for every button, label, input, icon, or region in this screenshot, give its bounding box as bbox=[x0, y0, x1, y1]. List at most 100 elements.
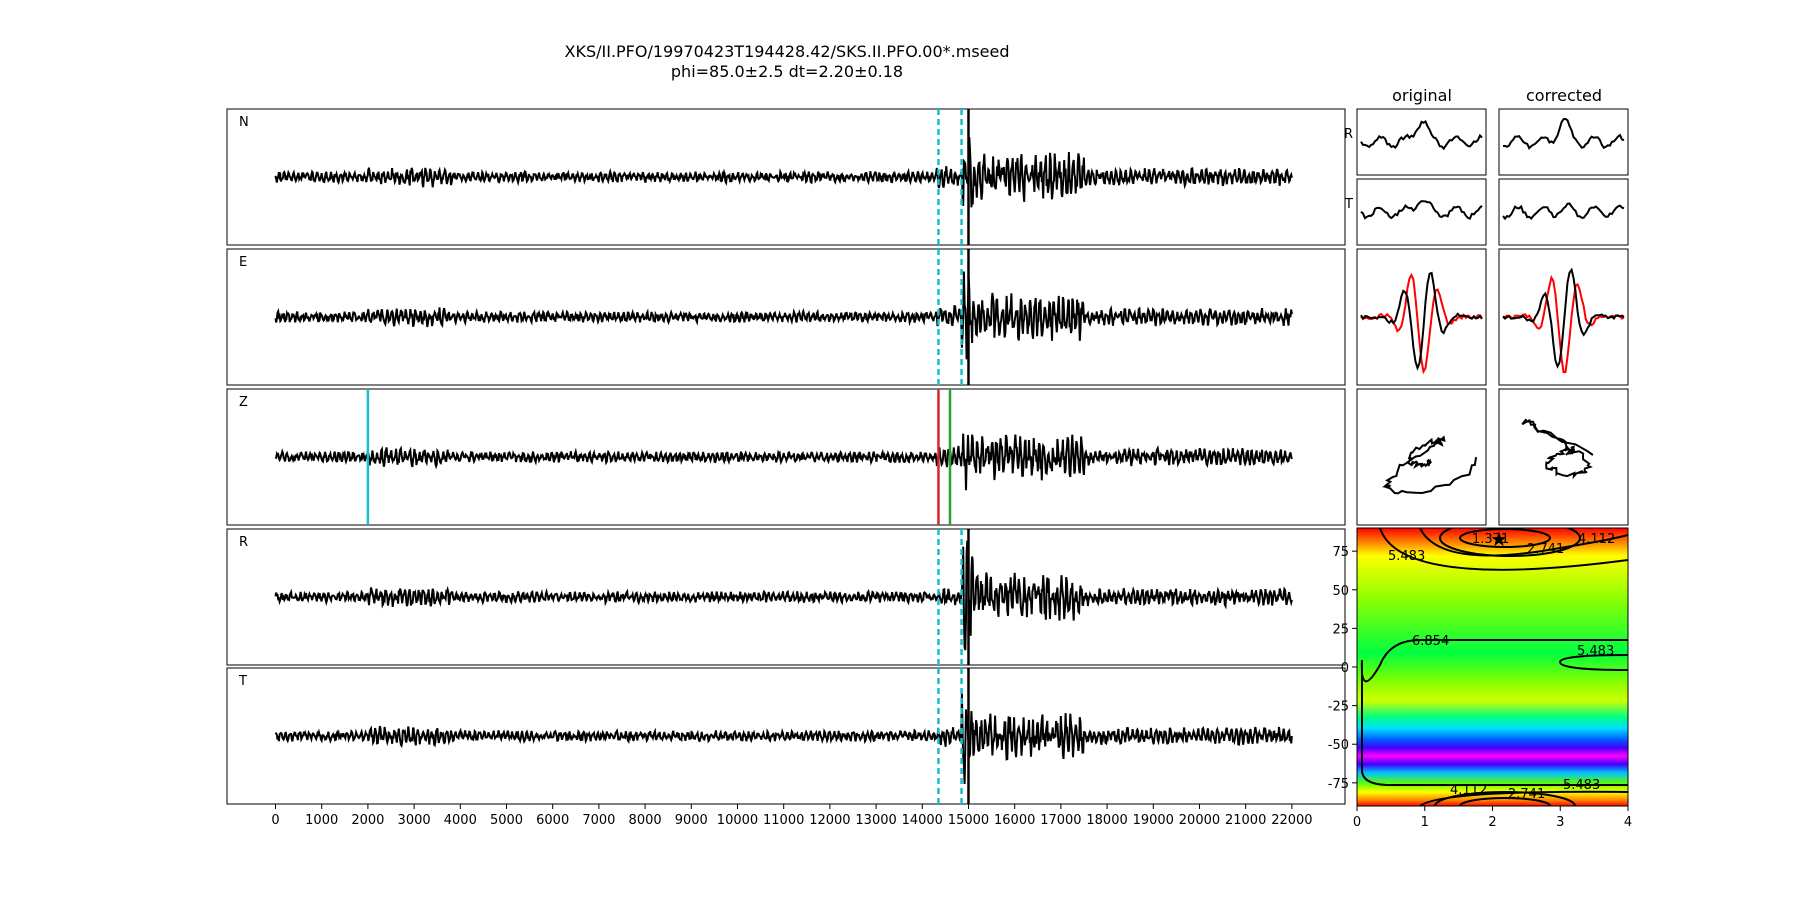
panel-label-t: T bbox=[238, 674, 247, 689]
x-tick-label: 11000 bbox=[763, 813, 804, 828]
x-tick-label: 4000 bbox=[444, 813, 477, 828]
particle-motion-path bbox=[1521, 418, 1594, 480]
surface-y-tick-label: -50 bbox=[1328, 738, 1349, 753]
contour-line bbox=[1379, 528, 1628, 571]
contour-label: 4.112 bbox=[1578, 532, 1615, 547]
x-tick-label: 22000 bbox=[1271, 813, 1312, 828]
x-tick-label: 10000 bbox=[717, 813, 758, 828]
panel-label-z: Z bbox=[239, 395, 248, 410]
x-tick-label: 1000 bbox=[305, 813, 338, 828]
seismogram-panels: N E Z R T bbox=[226, 108, 1346, 805]
x-tick-label: 7000 bbox=[582, 813, 615, 828]
surface-y-tick-label: 50 bbox=[1332, 584, 1349, 599]
seismogram-panel-z: Z bbox=[226, 388, 1346, 526]
particle-motion-cell-0-0 bbox=[1356, 108, 1487, 176]
row-label-t: T bbox=[1344, 197, 1353, 212]
surface-x-tick-label: 4 bbox=[1624, 815, 1632, 830]
seismogram-panel-n: N bbox=[226, 108, 1346, 246]
cell-frame bbox=[1356, 178, 1487, 246]
contour-label: 2.741 bbox=[1508, 787, 1545, 802]
contour-label: 2.741 bbox=[1527, 542, 1564, 557]
seismogram-trace-t bbox=[274, 692, 1293, 784]
seismogram-trace-z bbox=[274, 433, 1293, 491]
contour-label: 4.112 bbox=[1450, 783, 1487, 798]
surface-y-tick-label: 0 bbox=[1341, 661, 1349, 676]
error-surface-contours bbox=[1360, 528, 1628, 806]
x-tick-label: 21000 bbox=[1225, 813, 1266, 828]
seismogram-trace-e bbox=[274, 271, 1293, 360]
panel-label-e: E bbox=[239, 255, 247, 270]
contour-line bbox=[1439, 528, 1581, 557]
particle-motion-cell-1-1 bbox=[1498, 178, 1629, 246]
surface-x-tick-label: 1 bbox=[1421, 815, 1429, 830]
component-trace bbox=[1360, 120, 1483, 151]
panel-label-n: N bbox=[239, 115, 249, 130]
column-title-original: original bbox=[1392, 86, 1452, 105]
surface-x-tick-label: 0 bbox=[1353, 815, 1361, 830]
x-tick-label: 3000 bbox=[398, 813, 431, 828]
contour-label: 6.854 bbox=[1412, 634, 1449, 649]
column-title-corrected: corrected bbox=[1526, 86, 1602, 105]
contour-line bbox=[1419, 528, 1628, 557]
x-tick-label: 6000 bbox=[536, 813, 569, 828]
contour-label: 5.483 bbox=[1388, 549, 1425, 564]
surface-x-tick-label: 2 bbox=[1488, 815, 1496, 830]
x-tick-label: 13000 bbox=[855, 813, 896, 828]
particle-motion-panels: RT bbox=[1344, 108, 1629, 526]
particle-motion-cell-0-1 bbox=[1356, 178, 1487, 246]
seismogram-trace-n bbox=[274, 137, 1293, 208]
contour-label: 1.371 bbox=[1472, 532, 1509, 547]
particle-motion-cell-1-3 bbox=[1498, 388, 1629, 526]
cell-frame bbox=[1356, 108, 1487, 176]
title-line-2: phi=85.0±2.5 dt=2.20±0.18 bbox=[671, 62, 903, 81]
component-trace bbox=[1502, 202, 1625, 221]
particle-motion-cell-0-2 bbox=[1356, 248, 1487, 386]
surface-y-tick-label: -75 bbox=[1328, 777, 1349, 792]
error-surface-colormap bbox=[1357, 528, 1628, 806]
x-tick-label: 16000 bbox=[994, 813, 1035, 828]
seismogram-panel-r: R bbox=[226, 528, 1346, 666]
best-fit-star-icon: ★ bbox=[1490, 527, 1508, 551]
component-trace bbox=[1503, 117, 1625, 150]
title-line-1: XKS/II.PFO/19970423T194428.42/SKS.II.PFO… bbox=[565, 42, 1010, 61]
error-surface-axes: 0 1 2 3 4 75 50 25 0 -25 -50 -75 bbox=[1328, 545, 1632, 830]
x-tick-label: 17000 bbox=[1040, 813, 1081, 828]
x-tick-label: 14000 bbox=[902, 813, 943, 828]
panel-label-r: R bbox=[239, 535, 248, 550]
x-tick-label: 20000 bbox=[1179, 813, 1220, 828]
cell-frame bbox=[1498, 388, 1629, 526]
seismogram-x-axis: 0 1000 2000 3000 4000 5000 6000 7000 8000 9000 100… bbox=[271, 804, 1313, 828]
contour-line bbox=[1558, 654, 1628, 671]
error-surface-plot: 1.371 2.741 4.112 5.483 6.854 5.483 4.11… bbox=[1328, 527, 1632, 830]
seismogram-panel-e: E bbox=[226, 248, 1346, 386]
particle-motion-path bbox=[1381, 435, 1478, 495]
x-tick-label: 15000 bbox=[948, 813, 989, 828]
x-tick-label: 2000 bbox=[351, 813, 384, 828]
particle-motion-cell-0-3 bbox=[1356, 388, 1487, 526]
cell-frame bbox=[1356, 388, 1487, 526]
row-label-r: R bbox=[1344, 127, 1353, 142]
contour-label: 5.483 bbox=[1563, 778, 1600, 793]
surface-y-tick-label: -25 bbox=[1328, 700, 1349, 715]
waveform-transverse bbox=[1360, 272, 1483, 375]
cell-frame bbox=[1498, 178, 1629, 246]
x-tick-label: 19000 bbox=[1133, 813, 1174, 828]
x-tick-label: 18000 bbox=[1086, 813, 1127, 828]
contour-line bbox=[1459, 528, 1551, 548]
surface-y-tick-label: 25 bbox=[1332, 622, 1349, 637]
x-tick-label: 8000 bbox=[629, 813, 662, 828]
x-tick-label: 9000 bbox=[675, 813, 708, 828]
waveform-radial bbox=[1360, 271, 1483, 371]
x-tick-label: 0 bbox=[271, 813, 279, 828]
particle-motion-cell-1-2 bbox=[1498, 248, 1629, 386]
component-trace bbox=[1360, 200, 1483, 220]
x-tick-label: 12000 bbox=[809, 813, 850, 828]
surface-y-tick-label: 75 bbox=[1332, 545, 1349, 560]
contour-line bbox=[1434, 791, 1576, 806]
contour-line bbox=[1360, 639, 1628, 786]
waveform-radial bbox=[1502, 267, 1625, 369]
contour-line bbox=[1419, 790, 1628, 806]
seismogram-panel-t: T bbox=[226, 667, 1346, 805]
contour-label: 5.483 bbox=[1577, 644, 1614, 659]
seismogram-trace-r bbox=[274, 540, 1293, 651]
